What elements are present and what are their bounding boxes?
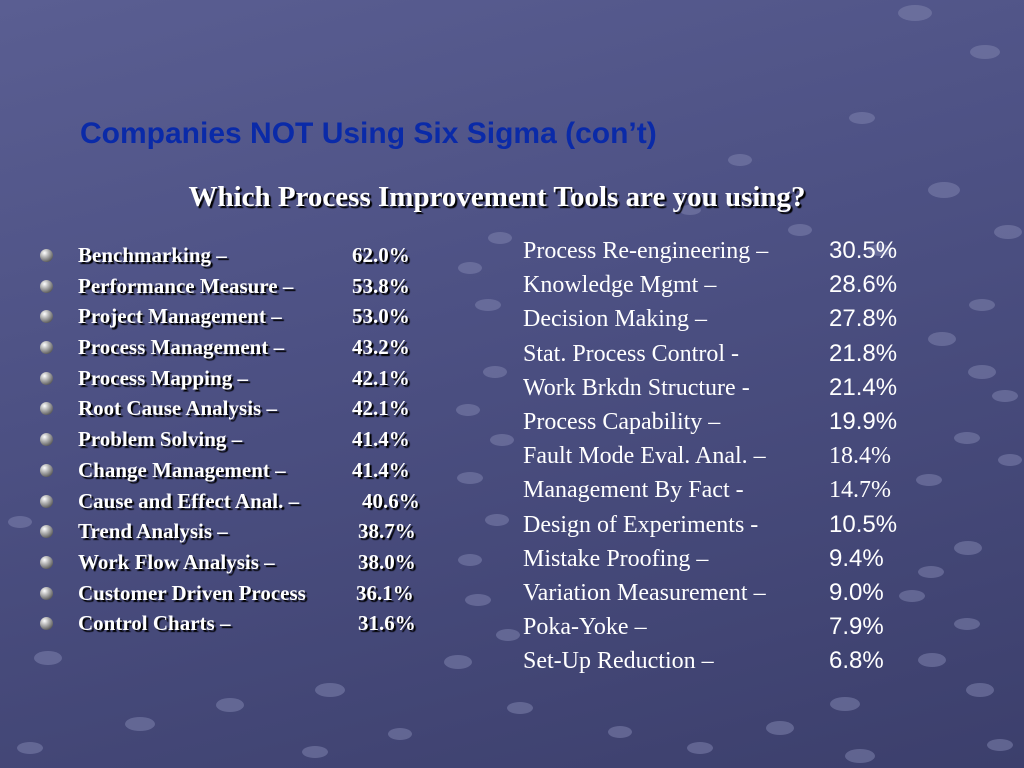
tool-label: Change Management – [78,457,286,482]
tool-label: Process Management – [78,335,285,360]
tool-percentage: 21.8% [829,339,898,367]
tool-percentage: 14.7% [829,477,891,504]
tool-label: Process Mapping – [78,365,248,390]
tool-label: Control Charts – [78,611,231,636]
tool-label: Mistake Proofing – [523,545,709,572]
tool-percentage: 41.4% [352,427,410,452]
slide-title: Companies NOT Using Six Sigma (con’t) [80,117,657,150]
tool-percentage: 31.6% [358,611,416,636]
tool-label: Work Brkdn Structure - [523,374,750,401]
tool-label: Project Management – [78,304,282,329]
tool-percentage: 62.0% [352,243,410,267]
tool-label: Design of Experiments - [523,511,759,538]
tool-label: Root Cause Analysis – [78,396,277,421]
tool-percentage: 43.2% [352,335,410,360]
tool-label: Knowledge Mgmt – [523,272,717,299]
tool-percentage: 36.1% [356,580,414,605]
tool-percentage: 40.6% [362,488,420,513]
tool-percentage: 27.8% [829,305,898,333]
tool-percentage: 10.5% [829,510,898,538]
sphere-bullet-icon [40,555,53,569]
tool-percentage: 38.7% [358,519,416,544]
tool-label: Process Capability – [523,408,721,435]
sphere-bullet-icon [40,463,53,477]
sphere-bullet-icon [40,402,53,416]
tool-percentage: 7.9% [829,613,884,641]
tool-percentage: 42.1% [352,396,410,421]
tool-label: Set-Up Reduction – [523,648,714,675]
tool-percentage: 18.4% [829,443,891,470]
sphere-bullet-icon [40,494,53,508]
tool-percentage: 28.6% [829,271,898,299]
tool-label: Fault Mode Eval. Anal. – [523,443,766,470]
sphere-bullet-icon [40,433,53,447]
tool-percentage: 53.8% [352,273,410,298]
sphere-bullet-icon [40,525,53,539]
tool-percentage: 30.5% [829,237,898,264]
tool-percentage: 38.0% [358,549,416,574]
sphere-bullet-icon [40,279,53,293]
sphere-bullet-icon [40,617,53,631]
tool-percentage: 42.1% [352,365,410,390]
slide-subtitle: Which Process Improvement Tools are you … [188,181,806,213]
tool-percentage: 41.4% [352,457,410,482]
sphere-bullet-icon [40,249,53,262]
tool-label: Process Re-engineering – [523,238,769,264]
tool-percentage: 53.0% [352,304,410,329]
tool-percentage: 9.0% [829,578,884,606]
sphere-bullet-icon [40,371,53,385]
tool-label: Performance Measure – [78,273,294,298]
tool-label: Poka-Yoke – [523,614,647,641]
tool-percentage: 6.8% [829,647,884,675]
sphere-bullet-icon [40,341,53,355]
sphere-bullet-icon [40,586,53,600]
tool-label: Work Flow Analysis – [78,549,275,574]
tool-label: Management By Fact - [523,477,744,504]
tool-percentage: 19.9% [829,407,898,435]
sphere-bullet-icon [40,310,53,324]
tool-label: Cause and Effect Anal. – [78,488,300,513]
tool-label: Trend Analysis – [78,519,228,544]
tool-label: Problem Solving – [78,427,243,452]
tool-label: Variation Measurement – [523,579,766,606]
tool-label: Benchmarking – [78,243,227,267]
tool-label: Stat. Process Control - [523,340,739,367]
tool-label: Decision Making – [523,306,707,333]
tool-label: Customer Driven Process [78,580,306,605]
tool-percentage: 9.4% [829,544,884,572]
tool-percentage: 21.4% [829,373,898,401]
